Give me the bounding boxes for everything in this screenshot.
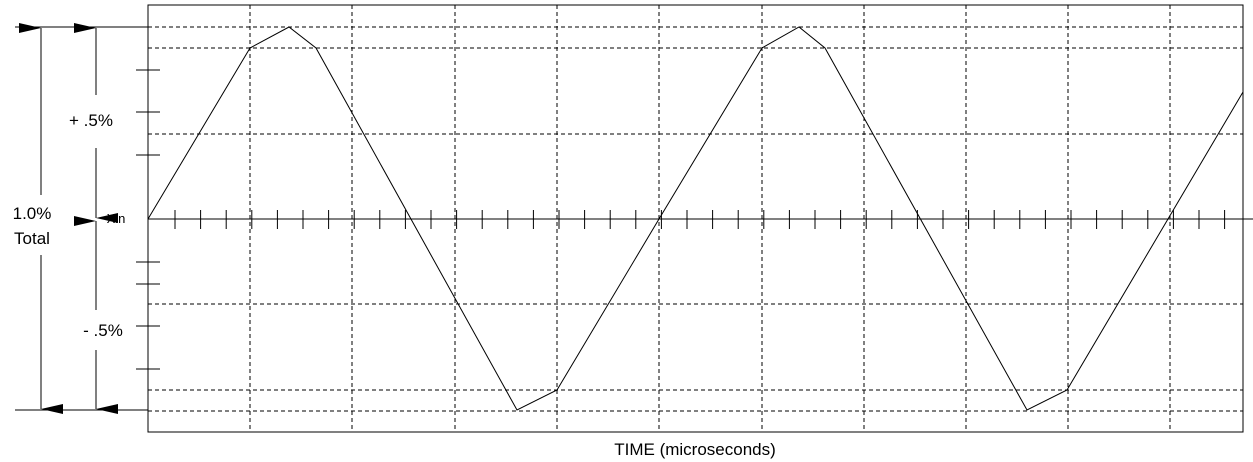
- plus-label: + .5%: [69, 111, 113, 130]
- total-pct-label: 1.0%: [13, 204, 52, 223]
- minus-label: - .5%: [83, 321, 123, 340]
- xin-label: Xin: [107, 211, 126, 226]
- x-axis-label: TIME (microseconds): [614, 440, 776, 459]
- waveform: [147, 26, 1244, 411]
- total-label: Total: [14, 229, 50, 248]
- ticks: [136, 69, 1226, 370]
